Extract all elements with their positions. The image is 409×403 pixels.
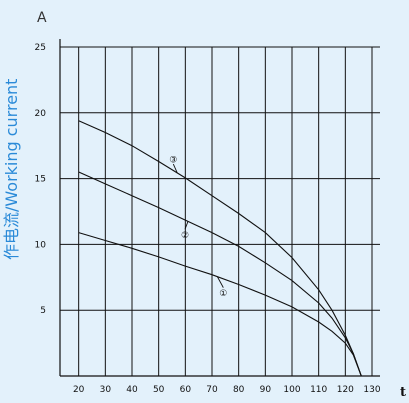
x-unit-label: t bbox=[400, 385, 406, 400]
series-leader-line bbox=[216, 276, 224, 288]
y-unit-label: A bbox=[37, 10, 47, 26]
x-tick-label: 30 bbox=[100, 385, 112, 395]
series-line bbox=[78, 120, 362, 377]
x-tick-label: 20 bbox=[73, 385, 85, 395]
y-tick-label: 20 bbox=[35, 109, 47, 119]
series-marker-label: ③ bbox=[169, 156, 177, 166]
series-leader-line bbox=[184, 221, 189, 230]
series-line bbox=[78, 171, 362, 377]
x-tick-label: 50 bbox=[153, 385, 165, 395]
series-group bbox=[78, 120, 362, 377]
x-tick-label: 80 bbox=[233, 385, 245, 395]
series-marker-label: ② bbox=[181, 231, 189, 241]
x-tick-label: 70 bbox=[206, 385, 218, 395]
x-tick-label: 120 bbox=[337, 385, 354, 395]
x-tick-label: 130 bbox=[363, 385, 380, 395]
y-axis-title: 作电流/Working current bbox=[2, 79, 21, 260]
series-marker-label: ① bbox=[219, 289, 227, 299]
series-line bbox=[78, 232, 362, 377]
labels-group: 20 30 40 50 60 70 80 90 100 110 120 130 5 10 15 20 25 ① ② ③ bbox=[35, 43, 381, 395]
grid bbox=[59, 39, 380, 377]
x-tick-label: 100 bbox=[283, 385, 300, 395]
y-tick-label: 10 bbox=[35, 240, 47, 250]
series-leader-line bbox=[172, 163, 178, 174]
x-tick-label: 90 bbox=[260, 385, 272, 395]
x-tick-label: 110 bbox=[310, 385, 327, 395]
x-tick-label: 40 bbox=[126, 385, 138, 395]
y-tick-label: 25 bbox=[35, 43, 46, 53]
y-tick-label: 5 bbox=[40, 306, 46, 316]
y-tick-label: 15 bbox=[35, 175, 46, 185]
x-tick-label: 60 bbox=[180, 385, 192, 395]
